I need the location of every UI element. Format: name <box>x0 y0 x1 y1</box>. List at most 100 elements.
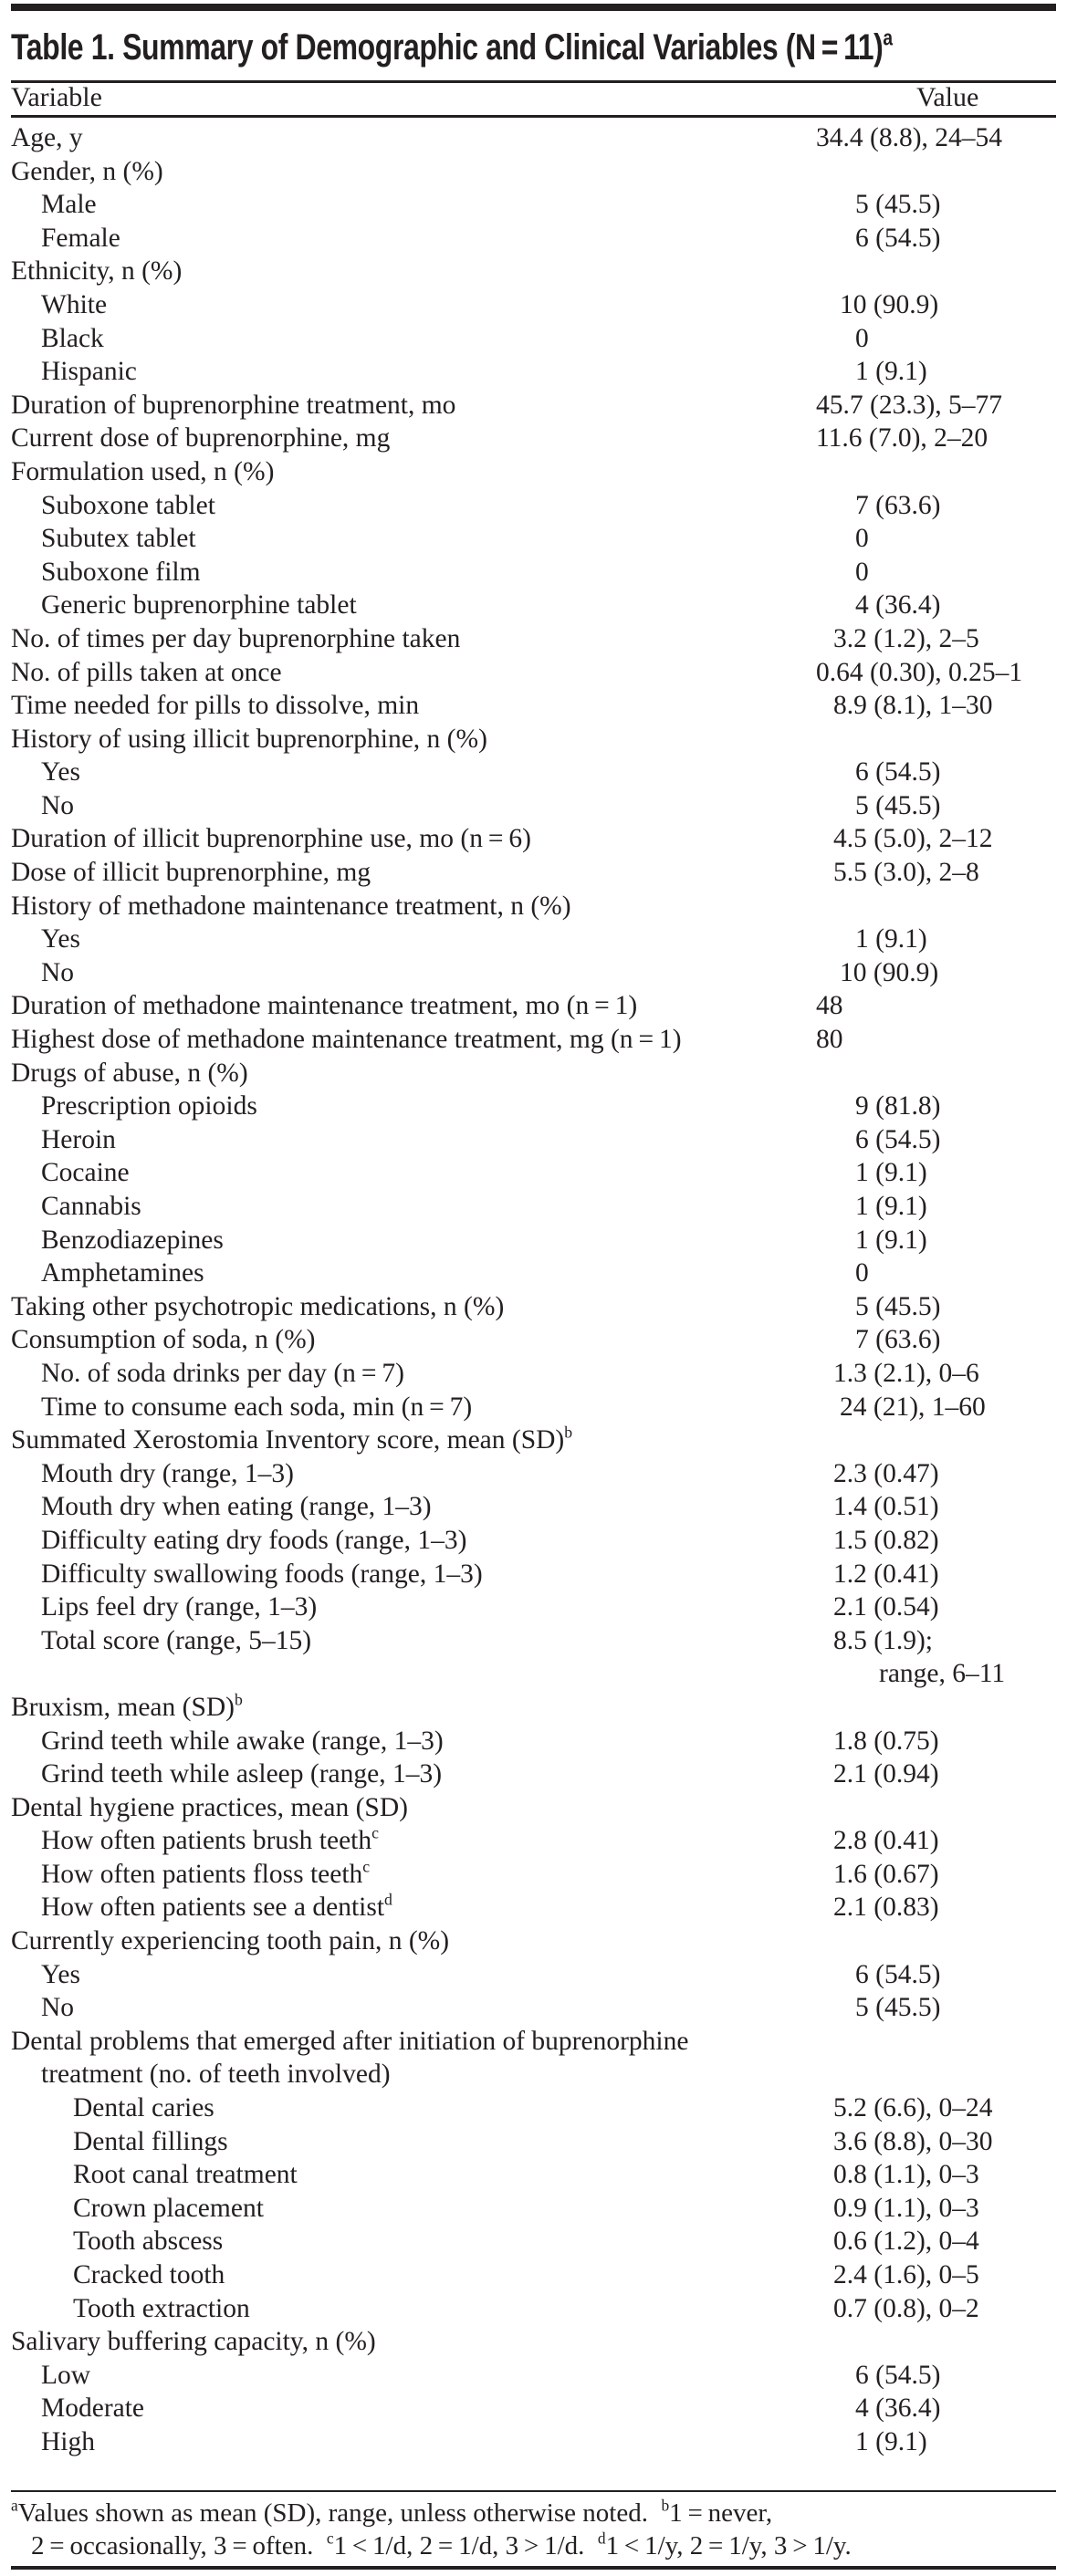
row-label-text: Ethnicity, n (%) <box>11 256 183 287</box>
table-row: Salivary buffering capacity, n (%) <box>0 2325 1067 2359</box>
column-header-value: Value <box>916 82 979 112</box>
row-label: Grind teeth while asleep (range, 1–3) <box>41 1757 442 1791</box>
row-label: Currently experiencing tooth pain, n (%) <box>11 1924 449 1958</box>
row-label: Drugs of abuse, n (%) <box>11 1057 248 1090</box>
row-label: Taking other psychotropic medications, n… <box>11 1290 504 1324</box>
table-row: Duration of methadone maintenance treatm… <box>0 989 1067 1023</box>
row-value: 11.6 (7.0), 2–20 <box>816 423 989 454</box>
table-row: No 5 (45.5) <box>0 789 1067 823</box>
footnote-marker: d <box>597 2529 606 2548</box>
row-label: Cracked tooth <box>73 2258 225 2292</box>
table-row: Dental hygiene practices, mean (SD) <box>0 1791 1067 1825</box>
row-value: 34.4 (8.8), 24–54 <box>816 123 1003 152</box>
row-label: Dental caries <box>73 2091 214 2125</box>
row-label: Suboxone tablet <box>41 489 215 523</box>
row-label-text: Female <box>41 223 120 253</box>
footnote-marker: c <box>371 1823 379 1842</box>
header-rule <box>11 115 1056 118</box>
row-label: How often patients floss teethc <box>41 1858 370 1892</box>
row-label-text: Yes <box>41 1959 80 1989</box>
row-label-text: Tooth extraction <box>73 2293 250 2323</box>
table-row: Time to consume each soda, min (n = 7) 24… <box>0 1391 1067 1424</box>
row-label: Hispanic <box>41 355 137 389</box>
row-value: 24 (21), 1–60 <box>840 1392 986 1422</box>
row-value: 0.6 (1.2), 0–4 <box>833 2227 979 2257</box>
table-row: How often patients floss teethc 1.6 (0.67… <box>0 1858 1067 1892</box>
footnote-marker: b <box>235 1690 243 1709</box>
row-value: 0.7 (0.8), 0–2 <box>833 2293 979 2323</box>
table-row: Mouth dry (range, 1–3) 2.3 (0.47) <box>0 1457 1067 1491</box>
row-label-text: Cocaine <box>41 1158 130 1188</box>
row-label-text: Yes <box>41 757 80 787</box>
row-value: 5.2 (6.6), 0–24 <box>833 2093 993 2123</box>
row-label: Generic buprenorphine tablet <box>41 589 357 622</box>
table-title: Table 1. Summary of Demographic and Clin… <box>11 27 893 68</box>
row-label: Dental hygiene practices, mean (SD) <box>11 1791 408 1825</box>
table-row: Grind teeth while awake (range, 1–3) 1.8 … <box>0 1725 1067 1758</box>
row-label-text: Heroin <box>41 1124 116 1154</box>
row-value: 1.6 (0.67) <box>833 1859 939 1889</box>
column-header-variable: Variable <box>11 82 102 112</box>
row-label: Duration of methadone maintenance treatm… <box>11 989 637 1023</box>
row-label-text: Prescription opioids <box>41 1091 257 1121</box>
row-label: Current dose of buprenorphine, mg <box>11 422 390 455</box>
table-row: Mouth dry when eating (range, 1–3) 1.4 (0… <box>0 1490 1067 1524</box>
row-label: Yes <box>41 756 80 789</box>
footnote-line-1: aValues shown as mean (SD), range, unles… <box>11 2497 852 2529</box>
footnote-text: Values shown as mean (SD), range, unless… <box>17 2498 662 2528</box>
row-label-text: How often patients brush teeth <box>41 1826 372 1856</box>
footnote-marker: b <box>564 1423 573 1442</box>
row-label: How often patients see a dentistd <box>41 1891 392 1924</box>
row-label: Dental problems that emerged after initi… <box>11 2025 688 2059</box>
table-row: Male 5 (45.5) <box>0 188 1067 222</box>
row-label: No. of times per day buprenorphine taken <box>11 622 460 656</box>
row-label: Root canal treatment <box>73 2158 298 2192</box>
row-label: Time needed for pills to dissolve, min <box>11 689 419 723</box>
table-row: Difficulty eating dry foods (range, 1–3)… <box>0 1524 1067 1558</box>
row-label: Female <box>41 222 120 256</box>
row-value: 4 (36.4) <box>855 2393 941 2424</box>
table-row: Yes 6 (54.5) <box>0 1958 1067 1992</box>
row-label-text: Amphetamines <box>41 1258 204 1288</box>
row-label-text: Duration of illicit buprenorphine use, m… <box>11 824 531 854</box>
row-label: Heroin <box>41 1123 116 1157</box>
row-value: 80 <box>816 1025 843 1055</box>
row-label-text: Bruxism, mean (SD) <box>11 1692 235 1722</box>
table-row: Tooth extraction 0.7 (0.8), 0–2 <box>0 2292 1067 2326</box>
row-label-text: Gender, n (%) <box>11 156 163 186</box>
footnote-marker: d <box>384 1890 392 1909</box>
table-row: Low 6 (54.5) <box>0 2359 1067 2393</box>
row-label: Mouth dry (range, 1–3) <box>41 1457 294 1491</box>
table-row: Female 6 (54.5) <box>0 222 1067 256</box>
row-label: Total score (range, 5–15) <box>41 1624 311 1658</box>
table-row: Lips feel dry (range, 1–3) 2.1 (0.54) <box>0 1590 1067 1624</box>
table-row: Gender, n (%) <box>0 155 1067 189</box>
row-label-text: Cracked tooth <box>73 2260 225 2289</box>
footnote-rule <box>11 2490 1056 2492</box>
row-label: Cocaine <box>41 1156 130 1190</box>
row-label-text: Consumption of soda, n (%) <box>11 1325 316 1355</box>
table-row: No. of soda drinks per day (n = 7) 1.3 (2… <box>0 1357 1067 1391</box>
row-value: 8.9 (8.1), 1–30 <box>833 691 993 721</box>
row-label: Crown placement <box>73 2192 264 2226</box>
row-value: 5 (45.5) <box>855 190 941 220</box>
row-label-text: Lips feel dry (range, 1–3) <box>41 1592 318 1622</box>
row-value: 1 (9.1) <box>855 357 927 387</box>
top-rule <box>11 4 1056 11</box>
table-row: Moderate 4 (36.4) <box>0 2392 1067 2425</box>
row-label: Gender, n (%) <box>11 155 163 189</box>
row-label: Ethnicity, n (%) <box>11 255 182 288</box>
table-row: Suboxone film 0 <box>0 556 1067 589</box>
row-label: High <box>41 2425 95 2459</box>
row-value: 3.6 (8.8), 0–30 <box>833 2126 993 2156</box>
table-row: Black 0 <box>0 322 1067 356</box>
row-label: Salivary buffering capacity, n (%) <box>11 2325 376 2359</box>
row-label: Grind teeth while awake (range, 1–3) <box>41 1725 444 1758</box>
row-label: Amphetamines <box>41 1257 204 1290</box>
footnote-marker: c <box>362 1857 371 1876</box>
row-value: 6 (54.5) <box>855 1959 941 1989</box>
row-value: 5.5 (3.0), 2–8 <box>833 858 979 888</box>
table-row: History of methadone maintenance treatme… <box>0 890 1067 923</box>
table-row: No 10 (90.9) <box>0 956 1067 990</box>
row-label-text: Yes <box>41 924 80 954</box>
